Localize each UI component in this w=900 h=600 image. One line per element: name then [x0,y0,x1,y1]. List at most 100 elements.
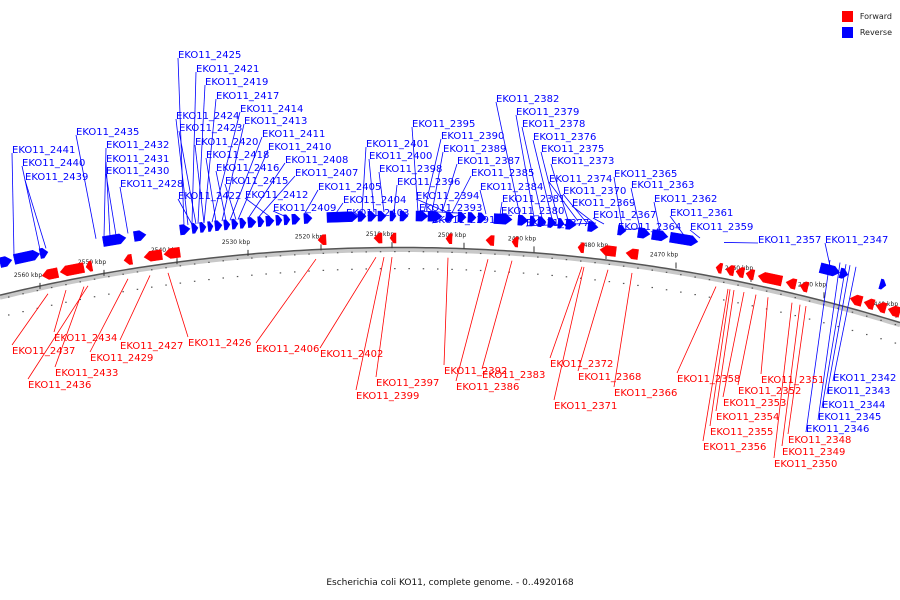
axis-dot [479,269,482,272]
gene-label: EKO11_2386 [456,382,519,393]
gene-label: EKO11_2436 [28,380,91,391]
axis-dot [93,296,96,298]
gene-label: EKO11_2419 [205,77,268,88]
gene-label: EKO11_2349 [782,447,845,458]
leader-line [431,151,444,213]
axis-dot [279,255,282,257]
forward-gene-arrow [757,272,784,287]
forward-gene-arrow [485,235,495,246]
leader-line [479,189,487,215]
axis-dot [680,291,682,293]
reverse-gene-arrow [477,212,487,224]
reverse-gene-arrow [457,211,467,223]
leader-line [205,157,217,222]
backbone-line [0,246,900,324]
gene-label: EKO11_2404 [343,195,406,206]
axis-dot [437,268,439,270]
axis-dot [8,296,10,298]
gene-label: EKO11_2375 [541,144,604,155]
gene-label: EKO11_2407 [295,168,358,179]
axis-dot [851,329,854,332]
reverse-gene-arrow [399,210,409,222]
reverse-gene-arrow [12,249,41,265]
axis-dot [737,284,739,286]
axis-dot [665,289,668,291]
gene-label: EKO11_2385 [471,168,534,179]
gene-label: EKO11_2382 [496,94,559,105]
leader-line [378,171,385,213]
leader-line [495,101,521,217]
axis-dot [294,254,296,256]
leader-line [787,306,807,435]
forward-gene-arrow [85,260,94,272]
axis-dot [165,267,167,269]
forward-gene-arrow [41,267,60,280]
forward-gene-arrow [511,236,519,248]
axis-dot [193,280,196,282]
gene-label: EKO11_2384 [480,182,543,193]
axis-dot [651,269,653,271]
gene-label: EKO11_2391 [432,215,495,226]
leader-line [215,170,227,221]
axis-dot [608,263,611,265]
reverse-gene-arrow [265,215,275,227]
tick-label: 2550 kbp [78,259,106,266]
leader-line [592,217,605,225]
gene-label: EKO11_2353 [723,398,786,409]
axis-dot [494,270,496,272]
backbone-shadow [0,248,900,328]
axis-dot [93,278,96,280]
gene-label: EKO11_2345 [818,412,881,423]
tick-label: 2480 kbp [580,242,608,249]
leader-line [418,210,459,214]
gene-label: EKO11_2348 [788,435,851,446]
leader-line [773,302,793,459]
reverse-gene-arrow [326,211,359,223]
genome-backbone [0,246,900,328]
leader-line [540,151,559,220]
leader-line [553,266,585,401]
gene-label: EKO11_2428 [120,179,183,190]
gene-label: EKO11_2394 [416,191,479,202]
leader-line [481,260,513,370]
axis-dot [151,269,153,271]
leader-line [175,118,189,226]
gene-label: EKO11_2352 [738,386,801,397]
axis-dot [322,269,325,271]
gene-label: EKO11_2395 [412,119,475,130]
leader-line [676,286,717,374]
axis-dot [379,268,382,270]
gene-label: EKO11_2363 [631,180,694,191]
reverse-gene-arrow [357,211,367,222]
gene-label: EKO11_2379 [516,107,579,118]
reverse-gene-arrow [291,213,301,225]
axis-dot [880,319,882,321]
axis-dot [236,258,239,260]
axis-dot [22,311,24,313]
tick-label: 2460 kbp [725,265,753,272]
reverse-gene-arrow [367,210,377,222]
axis-dot [8,314,10,316]
forward-gene-arrow [849,294,864,307]
axis-dot [522,272,525,274]
gene-label: EKO11_2426 [188,338,251,349]
axis-dot [866,315,868,317]
forward-gene-arrow [725,265,736,277]
gene-label: EKO11_2358 [677,374,740,385]
gene-label: EKO11_2347 [825,235,888,246]
gene-label: EKO11_2435 [76,127,139,138]
reverse-swatch [841,26,853,38]
axis-dot [551,274,553,277]
leader-line [525,222,597,227]
gene-label: EKO11_2437 [12,346,75,357]
leader-line [119,186,129,234]
axis-dot [580,277,582,279]
reverse-gene-arrow [207,221,214,232]
leader-line [702,288,729,442]
leader-line [53,289,67,333]
leader-line [24,179,47,249]
legend-reverse-label: Reverse [859,27,892,37]
reverse-gene-arrow [38,247,49,259]
leader-line [521,126,543,218]
